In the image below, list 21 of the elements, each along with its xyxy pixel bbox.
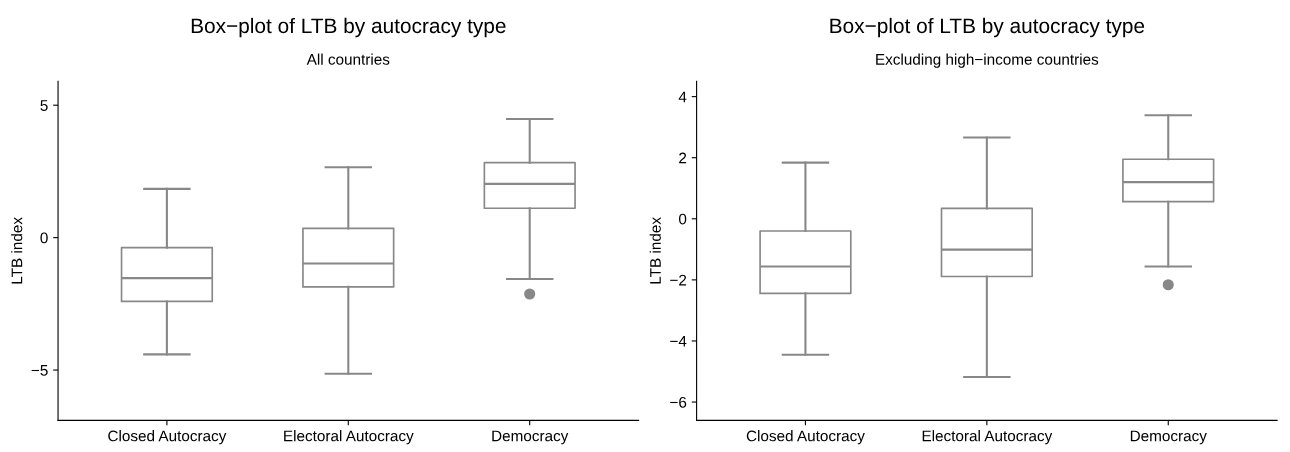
chart-title: Box−plot of LTB by autocracy type	[191, 17, 506, 38]
x-tick-label: Electoral Autocracy	[922, 430, 1053, 445]
chart-subtitle: Excluding high−income countries	[876, 53, 1099, 68]
x-tick-label: Electoral Autocracy	[284, 430, 414, 445]
y-axis-title: LTB index	[11, 217, 23, 284]
chart-subtitle: All countries	[306, 53, 390, 65]
x-tick-label: Democracy	[492, 430, 569, 445]
x-tick-label: Closed Autocracy	[108, 430, 227, 445]
y-tick-label: 2	[679, 152, 687, 164]
y-tick-label: 5	[40, 100, 48, 111]
y-tick-label: 0	[678, 213, 687, 225]
y-axis-title: LTB index	[649, 217, 661, 284]
y-tick-label: −6	[670, 396, 687, 408]
chart-title: Box−plot of LTB by autocracy type	[830, 17, 1145, 38]
y-tick-label: −4	[670, 335, 687, 347]
x-tick-label: Closed Autocracy	[746, 430, 865, 445]
y-tick-label: 4	[678, 91, 687, 103]
y-tick-label: 0	[40, 232, 48, 244]
y-tick-label: −2	[670, 274, 687, 286]
x-tick-label: Democracy	[1130, 430, 1207, 445]
y-tick-label: −5	[31, 365, 48, 376]
